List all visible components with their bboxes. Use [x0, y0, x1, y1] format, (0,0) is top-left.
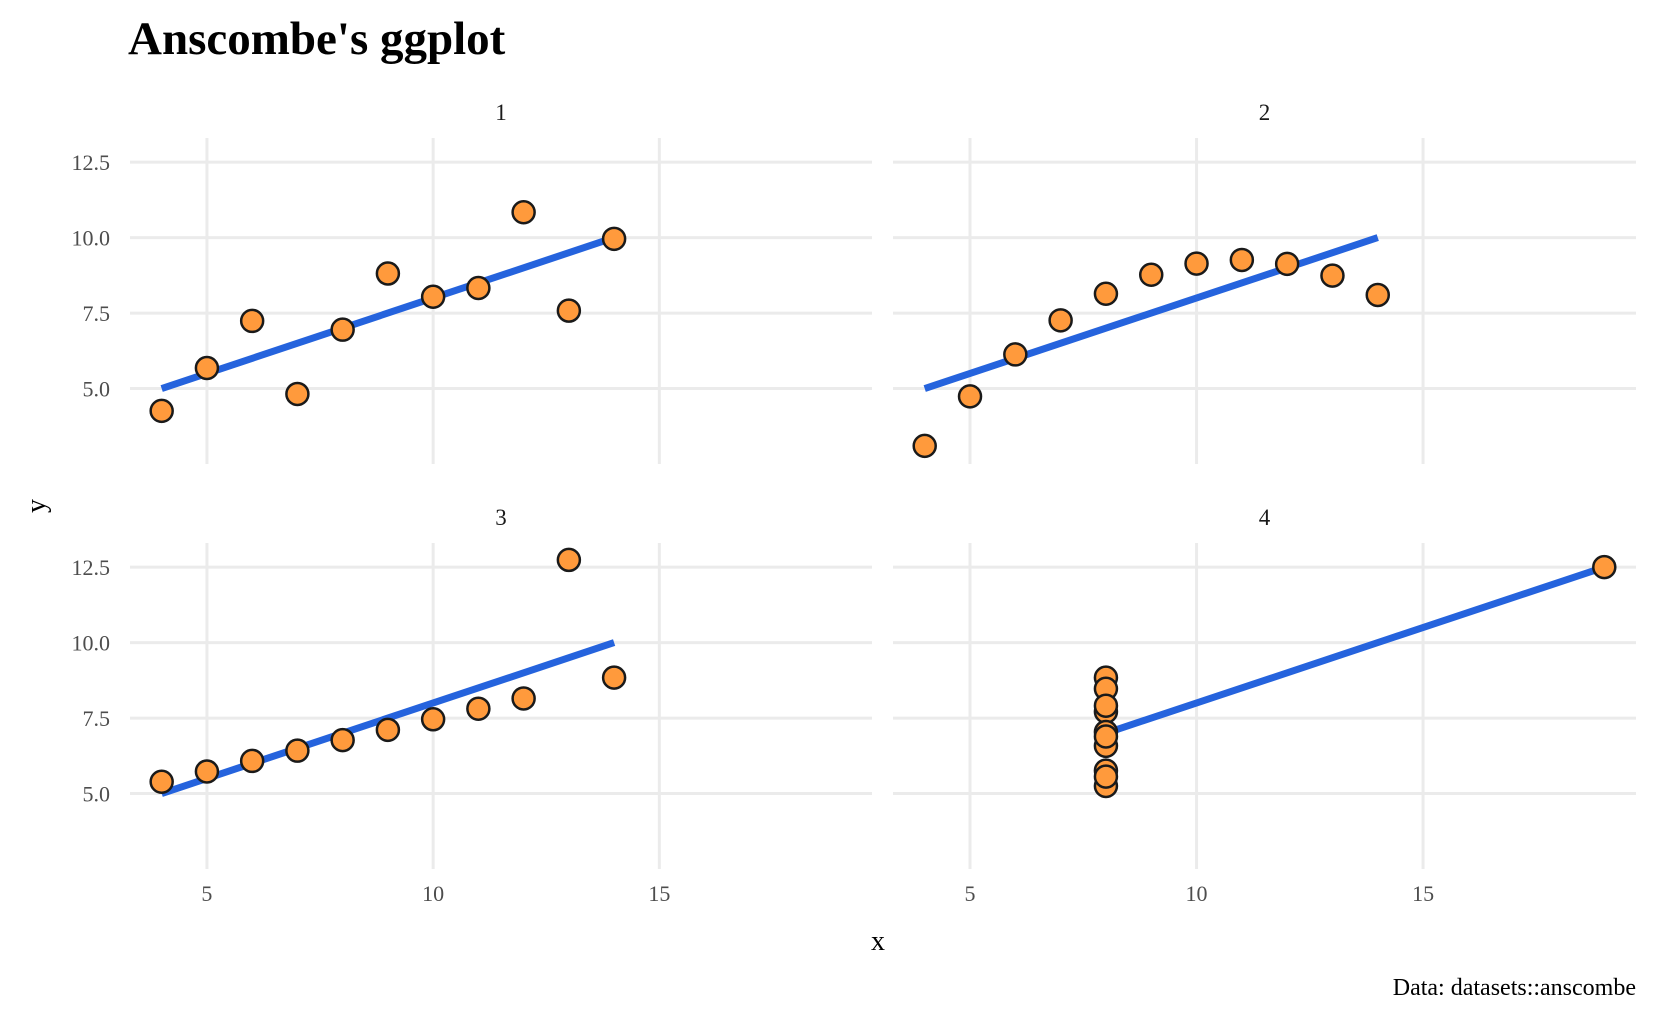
- data-point: [556, 547, 582, 573]
- data-point: [912, 433, 937, 459]
- y-tick-label: 5.0: [83, 782, 111, 807]
- data-point: [1592, 554, 1617, 580]
- facet-label: 2: [1259, 100, 1271, 125]
- facet-panel-4: 4: [893, 505, 1636, 869]
- data-point: [1003, 342, 1028, 367]
- y-tick-label: 10.0: [72, 226, 111, 251]
- chart-title: Anscombe's ggplot: [128, 13, 506, 65]
- data-point: [1184, 251, 1209, 276]
- data-point: [330, 317, 355, 342]
- y-axis-title: y: [21, 499, 52, 513]
- data-point: [330, 727, 355, 753]
- x-tick-label: 5: [201, 881, 212, 906]
- caption: Data: datasets::anscombe: [1393, 975, 1636, 1001]
- data-point: [420, 707, 446, 732]
- data-point: [239, 748, 265, 774]
- y-tick-label: 5.0: [83, 377, 111, 402]
- data-point: [285, 381, 310, 407]
- x-axis-ticks: 5 10 15 5 10 15: [201, 881, 1434, 906]
- data-point: [601, 665, 627, 690]
- data-point: [1093, 281, 1119, 307]
- data-point: [1229, 247, 1255, 273]
- data-point: [1093, 764, 1119, 789]
- data-point: [957, 384, 983, 409]
- regression-line: [923, 234, 1379, 392]
- data-point: [375, 261, 401, 286]
- x-tick-label: 10: [422, 881, 444, 906]
- data-point: [1048, 308, 1073, 333]
- y-tick-label: 12.5: [72, 555, 111, 580]
- x-tick-label: 15: [648, 881, 670, 906]
- facet-panels: 1 2 3 4: [130, 100, 1636, 869]
- y-tick-label: 7.5: [83, 301, 111, 326]
- facet-label: 3: [495, 505, 507, 530]
- y-axis-ticks: 5.0 7.5 10.0 12.5 5.0 7.5 10.0 12.5: [72, 150, 111, 806]
- facet-label: 1: [495, 100, 507, 125]
- data-point: [1138, 262, 1164, 287]
- data-point: [1365, 282, 1391, 308]
- data-point: [1093, 693, 1119, 718]
- x-tick-label: 10: [1186, 881, 1208, 906]
- data-point: [556, 298, 582, 323]
- y-tick-label: 12.5: [72, 150, 111, 175]
- data-point: [1093, 724, 1119, 749]
- data-point: [194, 759, 220, 784]
- x-axis-title: x: [871, 926, 885, 957]
- data-point: [194, 355, 220, 381]
- facet-panel-1: 1: [130, 100, 872, 464]
- data-point: [420, 284, 446, 310]
- regression-line: [160, 234, 616, 392]
- data-point: [149, 398, 174, 424]
- data-point: [285, 738, 310, 763]
- x-tick-label: 5: [965, 881, 976, 906]
- data-point: [466, 275, 491, 301]
- data-point: [149, 769, 174, 795]
- regression-line: [1104, 563, 1606, 737]
- facet-panel-3: 3: [130, 505, 872, 869]
- data-point: [375, 717, 401, 743]
- data-point: [1274, 251, 1300, 277]
- data-point: [239, 308, 265, 334]
- data-point: [466, 696, 491, 721]
- y-tick-label: 10.0: [72, 631, 111, 656]
- data-point: [511, 200, 536, 225]
- data-point: [511, 686, 536, 711]
- facet-panel-2: 2: [893, 100, 1636, 464]
- y-tick-label: 7.5: [83, 706, 111, 731]
- data-point: [1320, 263, 1345, 288]
- facet-label: 4: [1259, 505, 1271, 530]
- data-point: [601, 226, 627, 252]
- x-tick-label: 15: [1412, 881, 1434, 906]
